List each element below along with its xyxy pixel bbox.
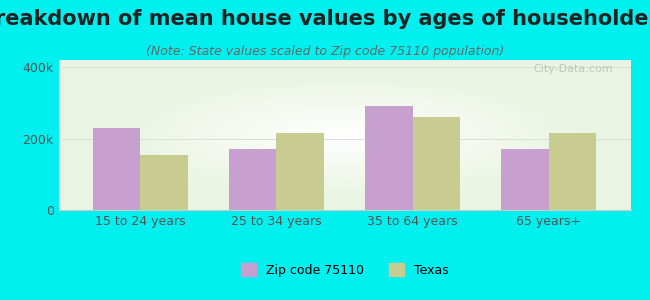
Text: City-Data.com: City-Data.com (534, 64, 614, 74)
Bar (276, 133, 324, 210)
Text: (Note: State values scaled to Zip code 75110 population): (Note: State values scaled to Zip code 7… (146, 45, 504, 58)
Bar (413, 117, 460, 210)
Legend: Zip code 75110, Texas: Zip code 75110, Texas (235, 258, 454, 282)
Bar (92, 128, 140, 210)
Bar (229, 149, 276, 210)
Bar (501, 149, 549, 210)
Bar (549, 133, 597, 210)
Bar (365, 106, 413, 210)
Bar (140, 154, 188, 210)
Text: Breakdown of mean house values by ages of householders: Breakdown of mean house values by ages o… (0, 9, 650, 29)
